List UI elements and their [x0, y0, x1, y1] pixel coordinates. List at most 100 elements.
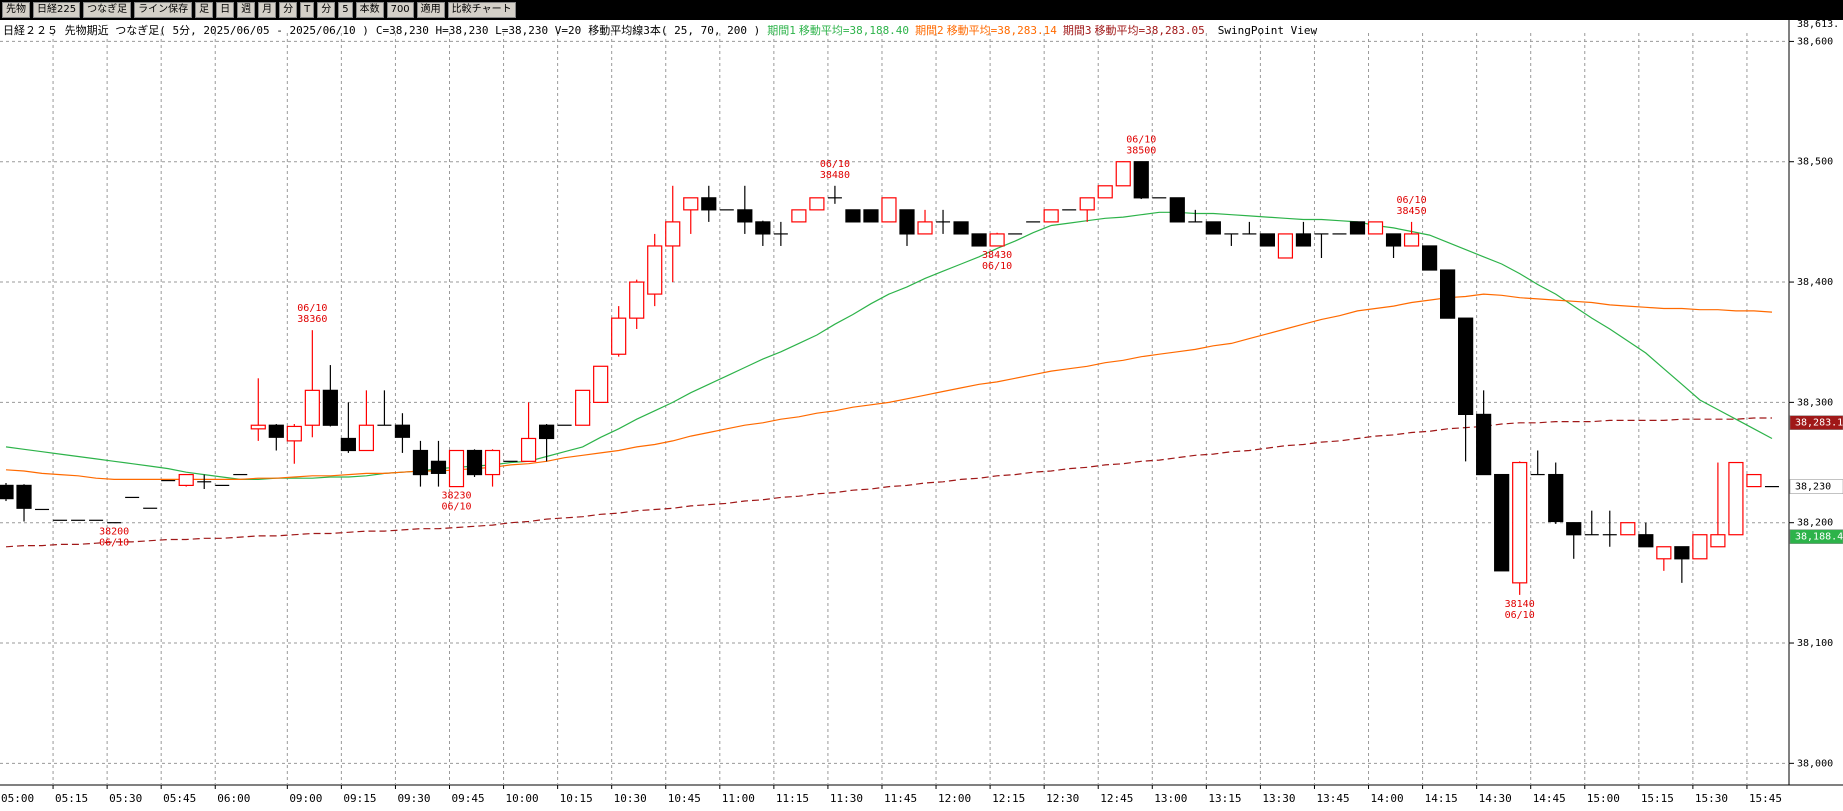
toolbar-item: 分 — [279, 2, 298, 18]
toolbar-item: 月 — [258, 2, 277, 18]
swing-date: 06/10 — [820, 159, 850, 170]
moving-average — [5, 293, 1773, 480]
x-tick-label: 12:45 — [1100, 792, 1133, 805]
legend-name: 期間3 — [1062, 24, 1092, 37]
candle-body — [1403, 233, 1420, 247]
swing-date: 06/10 — [1397, 195, 1427, 206]
x-tick-label: 09:45 — [452, 792, 485, 805]
candle-body — [268, 424, 284, 438]
candle-body — [593, 365, 609, 403]
candle-body — [466, 449, 483, 476]
price-tag-label: 38,188.4 — [1795, 532, 1843, 543]
toolbar: 先物 日経225 つなぎ足 ライン保存足日週月分 T 分 5 本数 700 適用 比較チャート — [0, 0, 1843, 20]
candle-body — [845, 209, 861, 223]
toolbar-item: 700 — [386, 2, 414, 18]
candle-body — [1458, 317, 1474, 416]
x-tick-label: 15:15 — [1641, 792, 1674, 805]
x-tick-label: 13:30 — [1262, 792, 1295, 805]
candle-body — [863, 209, 879, 223]
y-tick-label: 38,000 — [1797, 758, 1833, 769]
legend-label: 移動平均=38,188.40 — [798, 24, 910, 37]
candle-body — [538, 424, 555, 440]
y-tick-label: 38,400 — [1797, 277, 1833, 288]
x-tick-label: 06:00 — [217, 792, 250, 805]
swing-value: 38230 — [441, 491, 471, 502]
x-tick-label: 10:15 — [560, 792, 593, 805]
x-tick-label: 11:00 — [722, 792, 755, 805]
swing-value: 38480 — [820, 170, 850, 181]
swing-value: 38430 — [982, 250, 1012, 261]
x-tick-label: 09:30 — [397, 792, 430, 805]
legend-label: 移動平均=38,283.05 — [1094, 24, 1205, 37]
candle-body — [0, 484, 14, 500]
candle-body — [1295, 233, 1312, 247]
y-tick-label: 38,300 — [1797, 397, 1833, 408]
price-tag — [1789, 529, 1843, 544]
candle-body — [484, 449, 501, 476]
swing-date: 06/10 — [982, 261, 1012, 272]
x-tick-label: 13:15 — [1208, 792, 1241, 805]
candle-body — [178, 473, 194, 486]
candle-body — [1421, 245, 1438, 271]
legend-label: 移動平均=38,283.14 — [946, 24, 1057, 37]
price-tag — [1789, 479, 1843, 494]
candle-body — [899, 209, 915, 235]
x-tick-label: 15:30 — [1695, 792, 1728, 805]
moving-average — [5, 211, 1773, 480]
chart-header: 日経２２５ 先物期近 つなぎ足( 5分, 2025/06/05 - 2025/0… — [3, 22, 1324, 38]
toolbar-item: 先物 — [2, 2, 30, 18]
legend-entry: 期間1 移動平均=38,188.40 — [767, 24, 909, 37]
candle-body — [394, 424, 411, 438]
candle-body — [358, 424, 374, 452]
candle-body — [1674, 546, 1690, 560]
candle-body — [629, 281, 645, 319]
candle-body — [1746, 473, 1762, 488]
candle-body — [1548, 473, 1564, 523]
x-tick-label: 13:00 — [1154, 792, 1187, 805]
candle-body — [791, 209, 807, 223]
x-tick-label: 09:00 — [289, 792, 322, 805]
legend-name: 期間1 — [767, 24, 796, 37]
price-tag — [1789, 415, 1843, 430]
legend-name: 期間2 — [915, 24, 944, 37]
candle-body — [809, 197, 825, 211]
candle-body — [1512, 461, 1528, 584]
toolbar-item: 日 — [216, 2, 235, 18]
y-tick-label: 38,200 — [1797, 518, 1833, 529]
x-tick-label: 12:30 — [1046, 792, 1079, 805]
candle-body — [1710, 534, 1726, 548]
toolbar-item: 週 — [237, 2, 256, 18]
top-label: 38,613. — [1797, 19, 1839, 30]
candle-body — [1367, 221, 1384, 235]
swing-value: 38500 — [1126, 146, 1156, 157]
x-tick-label: 15:00 — [1587, 792, 1620, 805]
swing-value: 38140 — [1505, 599, 1535, 610]
x-tick-label: 12:15 — [992, 792, 1025, 805]
indicator: 移動平均線3本( 25, 70, 200 ) — [588, 24, 761, 37]
toolbar-item: 比較チャート — [447, 2, 516, 18]
x-tick-label: 05:15 — [55, 792, 88, 805]
candle-body — [1638, 534, 1654, 548]
y-tick-label: 38,600 — [1797, 36, 1833, 47]
toolbar-item: 本数 — [355, 2, 384, 18]
x-tick-label: 13:45 — [1316, 792, 1349, 805]
chart-subtitle: C=38,230 H=38,230 L=38,230 V=20 — [375, 24, 582, 37]
candle-body — [737, 209, 753, 223]
candle-body — [1097, 185, 1113, 199]
swing-date: 06/10 — [1126, 135, 1156, 146]
candle-body — [1205, 221, 1221, 235]
swing-value: 38360 — [297, 314, 327, 325]
candle-body — [1439, 269, 1456, 319]
toolbar-item: つなぎ足 — [83, 2, 132, 18]
toolbar-item: 分 — [317, 2, 336, 18]
x-tick-label: 11:15 — [776, 792, 809, 805]
x-tick-label: 14:00 — [1371, 792, 1404, 805]
candle-body — [412, 449, 429, 476]
x-tick-label: 05:30 — [109, 792, 142, 805]
candle-body — [1277, 233, 1294, 259]
candle-body — [971, 233, 987, 247]
candle-body — [1259, 233, 1276, 247]
legend-entry: 期間3 移動平均=38,283.05 — [1063, 24, 1205, 37]
